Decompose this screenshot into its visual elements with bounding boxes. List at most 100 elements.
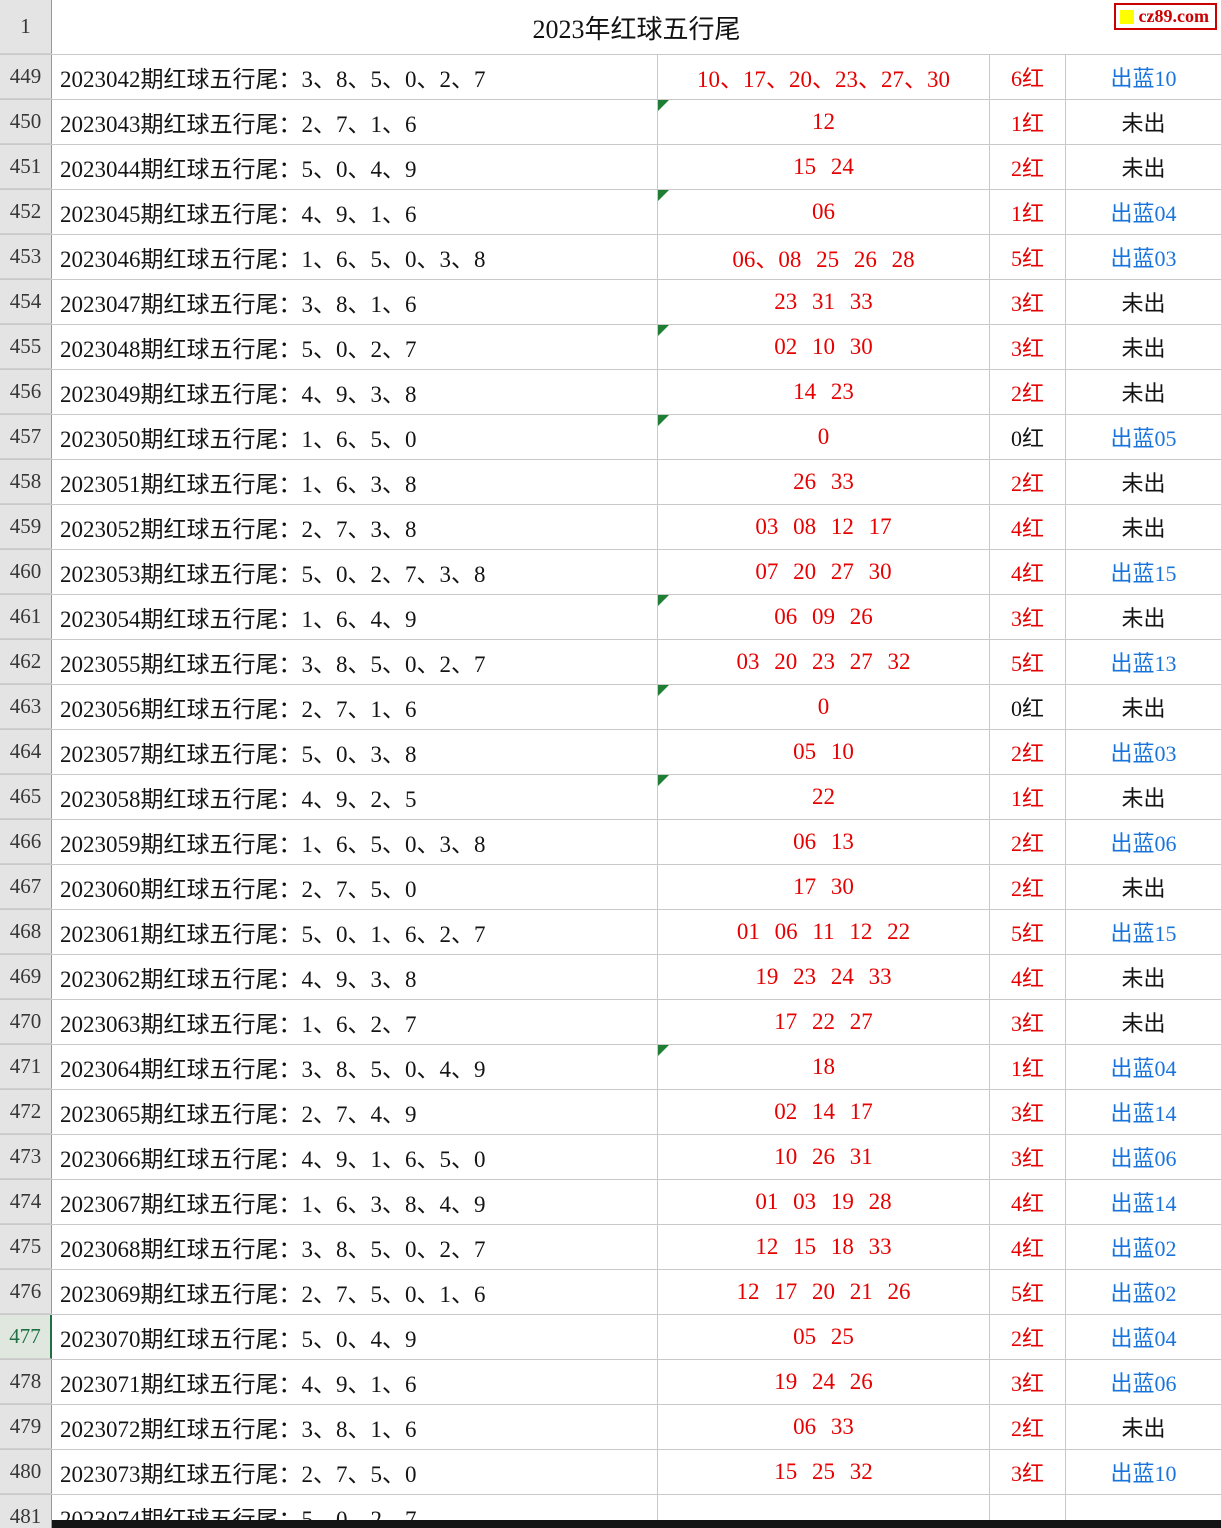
red-numbers-cell[interactable]: 0	[658, 685, 990, 729]
row-header[interactable]: 466	[0, 820, 52, 864]
blue-result-cell[interactable]: 出蓝10	[1066, 55, 1221, 99]
row-header[interactable]: 456	[0, 370, 52, 414]
red-count-cell[interactable]: 3红	[990, 1450, 1066, 1494]
red-numbers-cell[interactable]: 01 03 19 28	[658, 1180, 990, 1224]
blue-result-cell[interactable]: 出蓝02	[1066, 1270, 1221, 1314]
row-header-1[interactable]: 1	[0, 0, 52, 54]
red-count-cell[interactable]: 2红	[990, 730, 1066, 774]
period-label-cell[interactable]: 2023071期红球五行尾：4、9、1、6	[52, 1360, 658, 1404]
period-label-cell[interactable]: 2023060期红球五行尾：2、7、5、0	[52, 865, 658, 909]
red-count-cell[interactable]: 2红	[990, 370, 1066, 414]
row-header[interactable]: 462	[0, 640, 52, 684]
red-count-cell[interactable]: 4红	[990, 505, 1066, 549]
red-count-cell[interactable]: 3红	[990, 595, 1066, 639]
red-numbers-cell[interactable]: 0	[658, 415, 990, 459]
blue-result-cell[interactable]: 未出	[1066, 1405, 1221, 1449]
red-numbers-cell[interactable]: 23 31 33	[658, 280, 990, 324]
row-header[interactable]: 450	[0, 100, 52, 144]
red-numbers-cell[interactable]: 26 33	[658, 460, 990, 504]
red-count-cell[interactable]: 2红	[990, 145, 1066, 189]
row-header[interactable]: 459	[0, 505, 52, 549]
red-count-cell[interactable]: 1红	[990, 100, 1066, 144]
blue-result-cell[interactable]: 未出	[1066, 460, 1221, 504]
row-header[interactable]: 465	[0, 775, 52, 819]
row-header[interactable]: 458	[0, 460, 52, 504]
period-label-cell[interactable]: 2023073期红球五行尾：2、7、5、0	[52, 1450, 658, 1494]
period-label-cell[interactable]: 2023043期红球五行尾：2、7、1、6	[52, 100, 658, 144]
red-numbers-cell[interactable]: 06 13	[658, 820, 990, 864]
period-label-cell[interactable]: 2023047期红球五行尾：3、8、1、6	[52, 280, 658, 324]
blue-result-cell[interactable]: 出蓝06	[1066, 1360, 1221, 1404]
red-count-cell[interactable]: 1红	[990, 775, 1066, 819]
period-label-cell[interactable]: 2023048期红球五行尾：5、0、2、7	[52, 325, 658, 369]
row-header[interactable]: 476	[0, 1270, 52, 1314]
period-label-cell[interactable]: 2023063期红球五行尾：1、6、2、7	[52, 1000, 658, 1044]
blue-result-cell[interactable]: 出蓝14	[1066, 1090, 1221, 1134]
period-label-cell[interactable]: 2023046期红球五行尾：1、6、5、0、3、8	[52, 235, 658, 279]
period-label-cell[interactable]: 2023065期红球五行尾：2、7、4、9	[52, 1090, 658, 1134]
red-count-cell[interactable]: 4红	[990, 1225, 1066, 1269]
blue-result-cell[interactable]: 未出	[1066, 685, 1221, 729]
red-count-cell[interactable]: 0红	[990, 415, 1066, 459]
red-numbers-cell[interactable]: 05 10	[658, 730, 990, 774]
blue-result-cell[interactable]: 出蓝03	[1066, 730, 1221, 774]
period-label-cell[interactable]: 2023049期红球五行尾：4、9、3、8	[52, 370, 658, 414]
blue-result-cell[interactable]: 未出	[1066, 370, 1221, 414]
row-header[interactable]: 474	[0, 1180, 52, 1224]
red-numbers-cell[interactable]: 06 33	[658, 1405, 990, 1449]
blue-result-cell[interactable]: 未出	[1066, 955, 1221, 999]
period-label-cell[interactable]: 2023045期红球五行尾：4、9、1、6	[52, 190, 658, 234]
period-label-cell[interactable]: 2023067期红球五行尾：1、6、3、8、4、9	[52, 1180, 658, 1224]
row-header[interactable]: 453	[0, 235, 52, 279]
red-numbers-cell[interactable]: 19 24 26	[658, 1360, 990, 1404]
blue-result-cell[interactable]: 未出	[1066, 280, 1221, 324]
period-label-cell[interactable]: 2023070期红球五行尾：5、0、4、9	[52, 1315, 658, 1359]
red-count-cell[interactable]: 3红	[990, 1000, 1066, 1044]
blue-result-cell[interactable]: 出蓝13	[1066, 640, 1221, 684]
period-label-cell[interactable]: 2023052期红球五行尾：2、7、3、8	[52, 505, 658, 549]
red-numbers-cell[interactable]: 03 20 23 27 32	[658, 640, 990, 684]
red-numbers-cell[interactable]: 18	[658, 1045, 990, 1089]
red-numbers-cell[interactable]: 05 25	[658, 1315, 990, 1359]
period-label-cell[interactable]: 2023056期红球五行尾：2、7、1、6	[52, 685, 658, 729]
red-numbers-cell[interactable]: 15 25 32	[658, 1450, 990, 1494]
period-label-cell[interactable]: 2023054期红球五行尾：1、6、4、9	[52, 595, 658, 639]
period-label-cell[interactable]: 2023050期红球五行尾：1、6、5、0	[52, 415, 658, 459]
red-numbers-cell[interactable]: 12	[658, 100, 990, 144]
row-header[interactable]: 467	[0, 865, 52, 909]
blue-result-cell[interactable]: 未出	[1066, 775, 1221, 819]
red-count-cell[interactable]: 3红	[990, 325, 1066, 369]
row-header[interactable]: 464	[0, 730, 52, 774]
period-label-cell[interactable]: 2023058期红球五行尾：4、9、2、5	[52, 775, 658, 819]
period-label-cell[interactable]: 2023072期红球五行尾：3、8、1、6	[52, 1405, 658, 1449]
red-numbers-cell[interactable]: 06	[658, 190, 990, 234]
row-header[interactable]: 477	[0, 1315, 52, 1359]
row-header[interactable]: 479	[0, 1405, 52, 1449]
row-header[interactable]: 449	[0, 55, 52, 99]
row-header[interactable]: 469	[0, 955, 52, 999]
period-label-cell[interactable]: 2023064期红球五行尾：3、8、5、0、4、9	[52, 1045, 658, 1089]
red-numbers-cell[interactable]: 07 20 27 30	[658, 550, 990, 594]
row-header[interactable]: 460	[0, 550, 52, 594]
row-header[interactable]: 463	[0, 685, 52, 729]
row-header[interactable]: 472	[0, 1090, 52, 1134]
red-count-cell[interactable]: 5红	[990, 640, 1066, 684]
row-header[interactable]: 481	[0, 1495, 52, 1528]
red-count-cell[interactable]: 1红	[990, 1045, 1066, 1089]
blue-result-cell[interactable]: 出蓝02	[1066, 1225, 1221, 1269]
red-count-cell[interactable]: 2红	[990, 820, 1066, 864]
red-numbers-cell[interactable]: 03 08 12 17	[658, 505, 990, 549]
row-header[interactable]: 475	[0, 1225, 52, 1269]
blue-result-cell[interactable]: 未出	[1066, 325, 1221, 369]
red-numbers-cell[interactable]: 01 06 11 12 22	[658, 910, 990, 954]
red-count-cell[interactable]: 4红	[990, 955, 1066, 999]
row-header[interactable]: 473	[0, 1135, 52, 1179]
blue-result-cell[interactable]: 出蓝10	[1066, 1450, 1221, 1494]
red-count-cell[interactable]: 1红	[990, 190, 1066, 234]
red-count-cell[interactable]: 3红	[990, 1090, 1066, 1134]
blue-result-cell[interactable]: 未出	[1066, 595, 1221, 639]
red-count-cell[interactable]	[990, 1495, 1066, 1528]
red-count-cell[interactable]: 3红	[990, 1360, 1066, 1404]
row-header[interactable]: 455	[0, 325, 52, 369]
red-numbers-cell[interactable]: 06 09 26	[658, 595, 990, 639]
